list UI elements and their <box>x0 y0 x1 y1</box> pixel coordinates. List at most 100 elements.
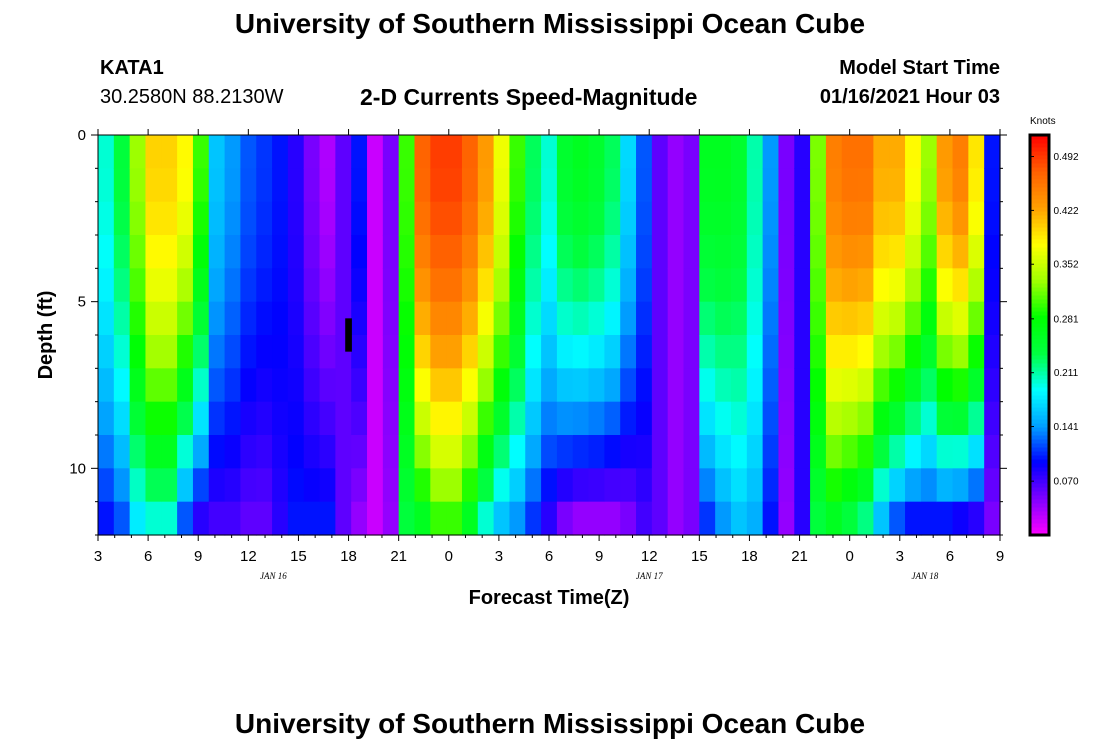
heatmap-cell <box>588 468 605 503</box>
heatmap-cell <box>683 301 700 336</box>
heatmap-cell <box>936 368 954 403</box>
heatmap-cell <box>905 168 922 203</box>
heatmap-cell <box>145 301 162 336</box>
heatmap-cell <box>224 268 242 303</box>
heatmap-cell <box>287 235 305 269</box>
heatmap-cell <box>367 301 384 336</box>
heatmap-cell <box>857 201 874 236</box>
heatmap-cell <box>319 268 336 303</box>
heatmap-cell <box>414 268 431 303</box>
heatmap-cell <box>319 235 336 269</box>
heatmap-cell <box>778 501 795 536</box>
heatmap-cell <box>667 501 685 536</box>
heatmap-cell <box>620 168 637 203</box>
heatmap-cell <box>541 401 558 436</box>
heatmap-cell <box>272 468 289 503</box>
heatmap-cell <box>746 168 764 203</box>
heatmap-cell <box>604 135 621 169</box>
colorbar-cell <box>1030 343 1049 348</box>
heatmap-cell <box>667 368 685 403</box>
heatmap-cell <box>651 201 669 236</box>
colorbar-cell <box>1030 311 1049 316</box>
heatmap-cell <box>667 201 685 236</box>
heatmap-cell <box>715 201 732 236</box>
heatmap-cell <box>873 501 890 536</box>
heatmap-cell <box>794 201 811 236</box>
heatmap-cell <box>367 235 384 269</box>
heatmap-cell <box>477 468 495 503</box>
heatmap-cell <box>382 335 400 369</box>
heatmap-cell <box>303 468 321 503</box>
heatmap-cell <box>810 435 827 469</box>
x-tick-label: 12 <box>641 548 658 565</box>
heatmap-cell <box>857 401 874 436</box>
colorbar-tick-label: 0.422 <box>1053 206 1078 217</box>
x-tick-label: 6 <box>946 548 954 565</box>
heatmap-cell <box>303 368 321 403</box>
x-tick-label: 15 <box>290 548 307 565</box>
colorbar-cell <box>1030 243 1049 248</box>
colorbar-cell <box>1030 183 1049 188</box>
heatmap-cell <box>335 235 352 269</box>
colorbar-cell <box>1030 491 1049 496</box>
heatmap-cell <box>620 201 637 236</box>
heatmap-cell <box>145 501 162 536</box>
heatmap-cell <box>968 401 985 436</box>
heatmap-cell <box>746 201 764 236</box>
heatmap-cell <box>240 468 257 503</box>
heatmap-cell <box>177 368 194 403</box>
heatmap-cell <box>461 401 479 436</box>
heatmap-cell <box>762 301 780 336</box>
heatmap-cell <box>129 201 147 236</box>
x-tick-label: 6 <box>545 548 553 565</box>
heatmap-cell <box>161 201 178 236</box>
heatmap-cell <box>414 235 431 269</box>
colorbar-cell <box>1030 163 1049 168</box>
heatmap-cell <box>461 368 479 403</box>
heatmap-cell <box>683 368 700 403</box>
colorbar-cell <box>1030 203 1049 208</box>
heatmap-cell <box>161 368 178 403</box>
heatmap-cell <box>129 301 147 336</box>
colorbar-cell <box>1030 443 1049 448</box>
heatmap-cell <box>509 335 526 369</box>
heatmap-cell <box>319 168 336 203</box>
heatmap-cell <box>129 468 147 503</box>
heatmap-cell <box>367 335 384 369</box>
heatmap-cell <box>841 401 859 436</box>
heatmap-cell <box>287 268 305 303</box>
x-tick-label: 0 <box>845 548 853 565</box>
heatmap-cell <box>446 268 463 303</box>
heatmap-cell <box>461 135 479 169</box>
colorbar-cell <box>1030 139 1049 144</box>
heatmap-cell <box>477 301 495 336</box>
heatmap-cell <box>620 368 637 403</box>
heatmap-cell <box>857 368 874 403</box>
heatmap-cell <box>208 368 226 403</box>
heatmap-cell <box>98 168 115 203</box>
heatmap-cell <box>208 168 226 203</box>
heatmap-cell <box>446 301 463 336</box>
heatmap-cell <box>572 201 590 236</box>
x-tick-label: 3 <box>896 548 904 565</box>
heatmap-cell <box>604 435 621 469</box>
heatmap-cell <box>367 501 384 536</box>
heatmap-cell <box>398 201 416 236</box>
heatmap-cell <box>683 501 700 536</box>
heatmap-cell <box>224 468 242 503</box>
heatmap-cell <box>873 168 890 203</box>
heatmap-cell <box>541 268 558 303</box>
heatmap-cell <box>825 168 843 203</box>
heatmap-cell <box>192 401 210 436</box>
heatmap-cell <box>303 435 321 469</box>
colorbar-cell <box>1030 315 1049 320</box>
colorbar-cell <box>1030 247 1049 252</box>
heatmap-cell <box>920 401 938 436</box>
heatmap-cell <box>541 168 558 203</box>
heatmap-cell <box>98 435 115 469</box>
heatmap-cell <box>177 168 194 203</box>
heatmap-cell <box>968 201 985 236</box>
heatmap-cell <box>715 368 732 403</box>
heatmap-cell <box>145 235 162 269</box>
heatmap-cell <box>905 368 922 403</box>
